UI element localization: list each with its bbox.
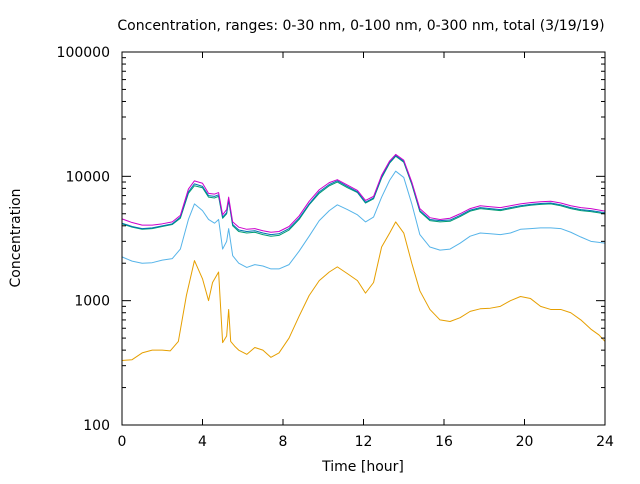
plot-frame: [121, 51, 606, 426]
y-axis: 100 1000 10000 100000: [57, 45, 605, 434]
x-tick-label: 8: [279, 434, 288, 450]
y-axis-label: Concentration: [8, 188, 24, 287]
series-layer: [121, 153, 606, 362]
series-line-4: [121, 155, 606, 236]
y-tick-label: 100: [83, 418, 110, 434]
x-tick-label: 16: [435, 434, 453, 450]
series-line-3: [121, 155, 606, 237]
x-axis: 0 4 8 12 16 20 24: [118, 52, 614, 450]
series-line-2: [121, 170, 606, 270]
x-tick-label: 12: [355, 434, 373, 450]
series-line-5: [121, 153, 606, 233]
x-tick-label: 20: [516, 434, 534, 450]
y-tick-label: 100000: [57, 45, 110, 61]
x-tick-label: 0: [118, 434, 127, 450]
series-line-1: [121, 221, 606, 362]
y-tick-label: 1000: [74, 294, 110, 310]
x-tick-label: 24: [596, 434, 614, 450]
chart-title: Concentration, ranges: 0-30 nm, 0-100 nm…: [117, 18, 604, 34]
y-tick-label: 10000: [65, 169, 110, 185]
x-axis-label: Time [hour]: [321, 459, 404, 475]
x-tick-label: 4: [198, 434, 207, 450]
